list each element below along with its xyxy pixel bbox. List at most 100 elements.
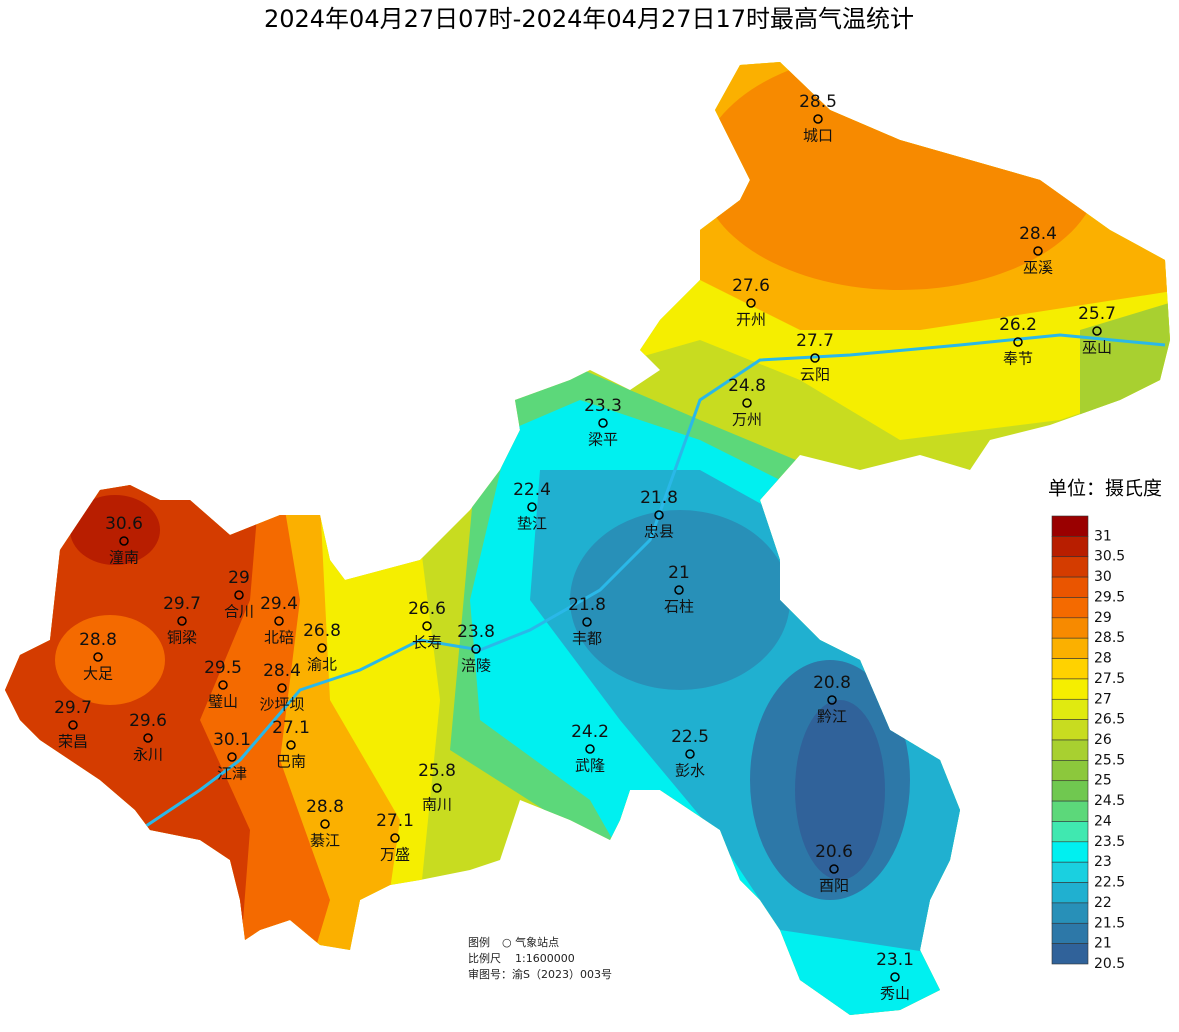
legend-swatch (1051, 780, 1089, 802)
station-marker (742, 398, 752, 408)
legend-label: 24 (1094, 813, 1112, 829)
legend-swatch (1051, 576, 1089, 598)
station-name: 涪陵 (461, 657, 491, 675)
station-marker (582, 617, 592, 627)
legend-swatch (1051, 617, 1089, 639)
legend-label: 27.5 (1094, 671, 1125, 687)
station-name: 万州 (732, 411, 762, 429)
station-marker (390, 833, 400, 843)
station-value: 22.4 (513, 480, 551, 500)
legend-swatch (1051, 739, 1089, 761)
legend-label: 28.5 (1094, 630, 1125, 646)
river (139, 333, 1166, 832)
station-name: 彭水 (675, 762, 705, 780)
station-name: 秀山 (880, 985, 910, 1003)
station-marker (274, 616, 284, 626)
station-name: 綦江 (310, 832, 340, 850)
field (70, 495, 160, 565)
legend-swatch (1051, 943, 1089, 965)
station-name: 石柱 (664, 598, 694, 616)
field (795, 700, 885, 880)
legend-label: 25.5 (1094, 752, 1125, 768)
legend-label: 23 (1094, 854, 1112, 870)
station-marker (471, 644, 481, 654)
station-name: 荣昌 (58, 733, 88, 751)
station-marker (143, 733, 153, 743)
station-value: 23.8 (457, 622, 495, 642)
station-marker (68, 720, 78, 730)
station-marker (227, 752, 237, 762)
station-name: 璧山 (208, 693, 238, 711)
legend-label: 29 (1094, 610, 1112, 626)
station-marker (320, 819, 330, 829)
station-name: 酉阳 (819, 877, 849, 895)
station-marker (890, 972, 900, 982)
station-marker (827, 695, 837, 705)
station-value: 23.1 (876, 950, 914, 970)
station-name: 开州 (736, 311, 766, 329)
station-marker (810, 353, 820, 363)
station-marker (527, 502, 537, 512)
legend-label: 23.5 (1094, 834, 1125, 850)
station-name: 大足 (83, 665, 113, 683)
legend-swatch (1051, 821, 1089, 843)
legend: 31 30.5 30 29.5 29 28.5 28 27.5 27 26.5 26 25.5 25 24… (1051, 515, 1125, 972)
station-name: 黔江 (817, 708, 847, 726)
legend-swatch (1051, 800, 1089, 822)
station-name: 长寿 (412, 634, 442, 652)
legend-swatch (1051, 658, 1089, 680)
station-value: 24.8 (728, 376, 766, 396)
station-value: 27.1 (376, 811, 414, 831)
station-name: 潼南 (109, 549, 139, 567)
legend-label: 28 (1094, 651, 1112, 667)
station-marker (598, 418, 608, 428)
station-value: 29.6 (129, 711, 167, 731)
legend-label: 30 (1094, 569, 1112, 585)
station-name: 城口 (803, 127, 833, 145)
station-value: 26.8 (303, 621, 341, 641)
legend-label: 31 (1094, 528, 1112, 544)
legend-swatch (1051, 515, 1089, 537)
legend-label: 20.5 (1094, 956, 1125, 972)
station-name: 奉节 (1003, 350, 1033, 368)
legend-swatch (1051, 760, 1089, 782)
station-value: 20.6 (815, 842, 853, 862)
legend-label: 29.5 (1094, 589, 1125, 605)
station-marker (234, 590, 244, 600)
legend-swatch (1051, 678, 1089, 700)
station-value: 27.1 (272, 718, 310, 738)
legend-swatch (1051, 922, 1089, 944)
station-name: 永川 (133, 746, 163, 764)
station-name: 巴南 (276, 753, 306, 771)
station-value: 26.2 (999, 315, 1037, 335)
legend-label: 24.5 (1094, 793, 1125, 809)
station-name: 江津 (217, 765, 247, 783)
station-value: 22.5 (671, 727, 709, 747)
station-value: 30.1 (213, 730, 251, 750)
station-marker (674, 585, 684, 595)
legend-title: 单位：摄氏度 (1048, 478, 1162, 500)
station-value: 29.4 (260, 594, 298, 614)
legend-swatch (1051, 536, 1089, 558)
legend-swatch (1051, 556, 1089, 578)
legend-swatch (1051, 882, 1089, 904)
station-marker (813, 114, 823, 124)
station-name: 垫江 (517, 515, 547, 533)
station-marker (746, 298, 756, 308)
legend-swatch (1051, 597, 1089, 619)
station-value: 24.2 (571, 722, 609, 742)
station-value: 21.8 (568, 595, 606, 615)
station-name: 巫山 (1082, 339, 1112, 357)
station-value: 28.5 (799, 92, 837, 112)
station-value: 27.6 (732, 276, 770, 296)
station-marker (177, 616, 187, 626)
legend-label: 21 (1094, 936, 1112, 952)
station-marker (829, 864, 839, 874)
station-name: 云阳 (800, 366, 830, 384)
station-value: 29.7 (54, 698, 92, 718)
station-value: 21.8 (640, 488, 678, 508)
station-name: 铜梁 (167, 629, 197, 647)
station-marker (1013, 337, 1023, 347)
station-value: 25.7 (1078, 304, 1116, 324)
legend-swatch (1051, 698, 1089, 720)
